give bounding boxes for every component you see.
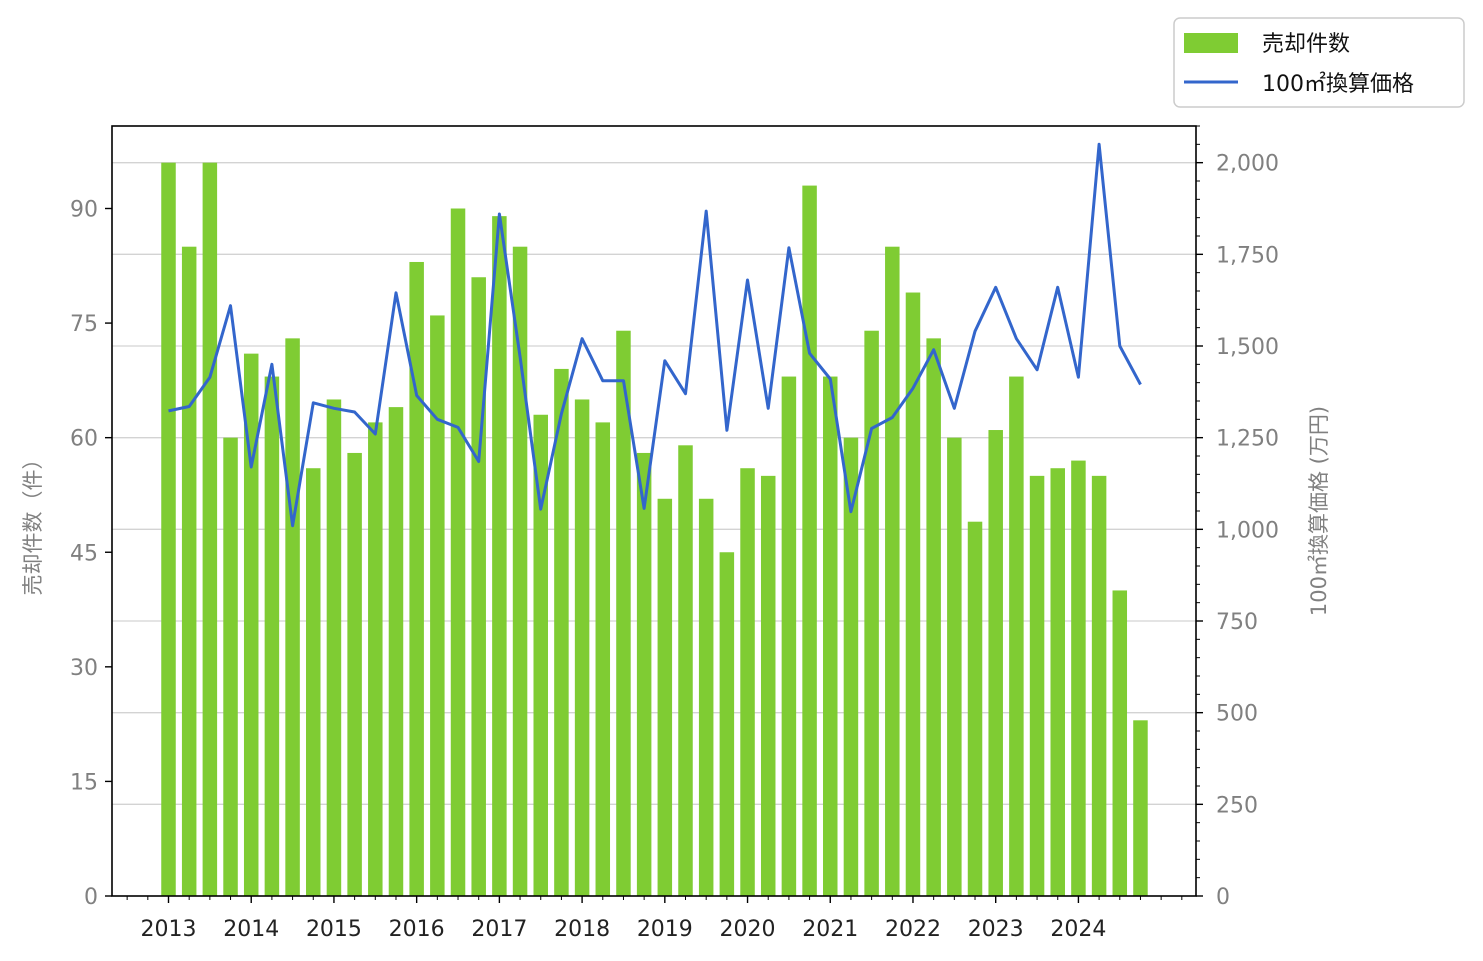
legend-frame (1173, 17, 1465, 108)
left-axis: 0 15 30 45 60 75 90 (70, 198, 112, 910)
bar (388, 407, 404, 896)
bar (843, 437, 859, 896)
x-tick-label: 2022 (885, 917, 941, 942)
bar (802, 185, 817, 897)
bar (347, 452, 362, 896)
x-tick-label: 2013 (141, 917, 197, 942)
bar-series (161, 162, 1148, 897)
x-tick-label: 2021 (802, 917, 858, 942)
right-tick-label: 1,750 (1216, 243, 1279, 268)
right-tick-label: 1,250 (1216, 427, 1279, 452)
bar (760, 475, 776, 896)
legend-line-label: 100㎡換算価格 (1262, 71, 1414, 97)
bar (161, 162, 176, 896)
left-tick-label: 75 (70, 312, 98, 337)
bar (740, 468, 755, 896)
bar (450, 208, 466, 896)
bar (1091, 475, 1107, 896)
x-tick-label: 2019 (637, 917, 693, 942)
bar (719, 552, 735, 896)
bar (285, 338, 300, 897)
bar (409, 261, 424, 896)
bar (326, 399, 342, 896)
bar (967, 521, 983, 896)
bar (306, 468, 321, 896)
bar (1009, 376, 1024, 896)
right-tick-label: 1,000 (1216, 518, 1279, 543)
bar (554, 368, 569, 897)
legend-bar-swatch (1184, 33, 1238, 53)
bar (1112, 590, 1128, 896)
bar (781, 376, 797, 896)
bar (264, 376, 280, 896)
bar (698, 498, 714, 896)
bar (430, 315, 445, 896)
left-tick-label: 90 (70, 198, 98, 223)
x-tick-label: 2024 (1050, 917, 1106, 942)
bar (905, 292, 921, 896)
right-axis-title: 100㎡換算価格 (万円) (1307, 406, 1331, 616)
bar (223, 437, 238, 896)
bar (926, 338, 941, 897)
bar (657, 498, 673, 896)
bar (533, 414, 548, 896)
left-axis-title: 売却件数（件） (21, 449, 45, 596)
x-tick-label: 2017 (471, 917, 527, 942)
bar (947, 437, 962, 896)
bar (492, 216, 507, 896)
x-tick-label: 2020 (720, 917, 776, 942)
legend: 売却件数 100㎡換算価格 (1173, 17, 1465, 108)
bar (885, 246, 900, 896)
bar (616, 330, 631, 896)
bar (988, 430, 1003, 896)
x-tick-label: 2018 (554, 917, 610, 942)
bar (636, 452, 652, 896)
bar (243, 353, 259, 896)
bar (471, 277, 486, 896)
right-tick-label: 0 (1216, 885, 1230, 910)
bar (181, 246, 197, 896)
bar (512, 246, 528, 896)
bar (202, 162, 218, 896)
bar (1029, 475, 1045, 896)
bar (574, 399, 590, 896)
price-line (168, 142, 1142, 528)
right-tick-label: 2,000 (1216, 152, 1279, 177)
bar (678, 445, 693, 896)
left-tick-label: 45 (70, 541, 98, 566)
bar (368, 422, 383, 896)
bar (823, 376, 838, 896)
x-tick-label: 2014 (223, 917, 279, 942)
x-tick-label: 2023 (968, 917, 1024, 942)
right-axis: 0 250 500 750 1,000 1,250 1,500 1,750 2,000 (1196, 125, 1279, 910)
right-tick-label: 500 (1216, 702, 1258, 727)
x-tick-label: 2015 (306, 917, 362, 942)
right-tick-label: 1,500 (1216, 335, 1279, 360)
bar (1050, 468, 1065, 896)
legend-bar-label: 売却件数 (1262, 32, 1350, 57)
right-tick-label: 750 (1216, 610, 1258, 635)
x-tick-label: 2016 (389, 917, 445, 942)
left-tick-label: 0 (84, 885, 98, 910)
bar (1133, 720, 1148, 896)
bar (1071, 460, 1086, 896)
bar (864, 330, 879, 896)
left-tick-label: 30 (70, 656, 98, 681)
left-tick-label: 60 (70, 427, 98, 452)
right-tick-label: 250 (1216, 793, 1258, 818)
left-tick-label: 15 (70, 770, 98, 795)
x-axis: 2013 2014 2015 2016 2017 2018 2019 2020 2021 2022… (126, 896, 1183, 942)
bar (595, 422, 611, 896)
